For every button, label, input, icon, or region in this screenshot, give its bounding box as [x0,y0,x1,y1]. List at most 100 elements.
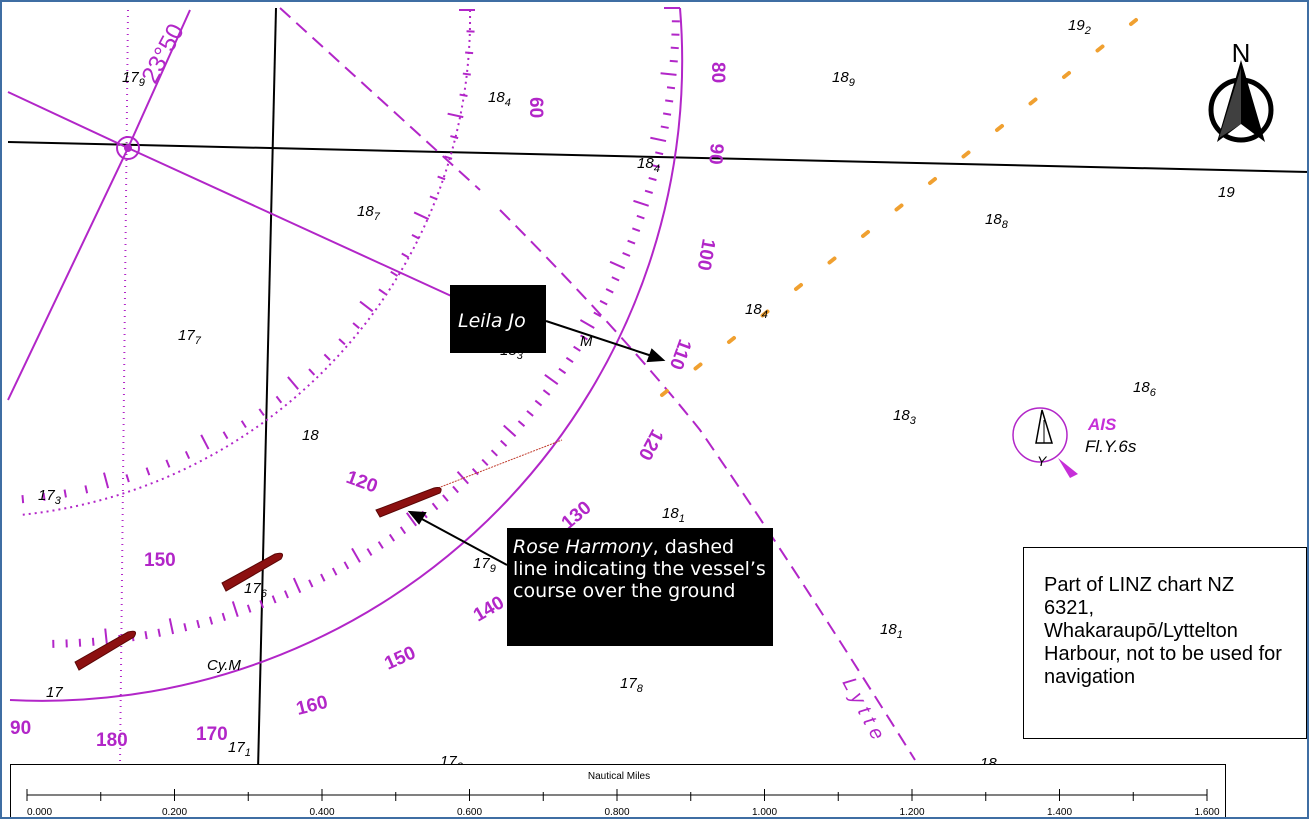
leading-lines [7,9,461,401]
sounding: 179 [473,555,496,575]
compass-tick [323,353,331,361]
compass-tick [609,260,626,270]
compass-tick [648,176,657,182]
compass-tick [246,604,252,613]
compass-tick [526,410,534,417]
sounding: 181 [880,621,903,641]
chart-source-note: Part of LINZ chart NZ 6321, Whakaraupō/L… [1023,547,1307,739]
scale-label: 1.000 [752,807,777,818]
compass-tick [611,276,620,282]
lower-label-140: 140 [470,592,508,626]
compass-tick [196,619,201,629]
track-dash [1095,44,1105,53]
compass-tick [471,468,479,476]
vessel-track-3[interactable] [74,630,136,671]
compass-label-110: 110 [665,336,695,372]
sounding: 183 [893,407,917,427]
compass-tick [91,637,95,646]
compass-tick [627,239,636,245]
compass-tick [542,389,551,396]
compass-tick [157,628,161,637]
compass-label-90: 90 [704,143,727,166]
track-dash [760,309,770,318]
course-over-ground-line [437,439,563,489]
compass-tick [359,300,374,313]
scale-label: 1.600 [1194,807,1219,818]
compass-tick [165,459,171,468]
compass-tick [168,618,175,635]
compass-tick [456,471,469,485]
compass-tick [500,439,508,447]
inner-compass-ticks [21,9,475,504]
compass-tick [271,595,277,604]
compass-tick [84,485,89,494]
dashed-limit-lines [279,7,916,761]
lower-label-180: 180 [96,730,128,751]
compass-tick [670,46,679,50]
track-dash [827,256,837,265]
compass-tick [503,424,517,437]
compass-tick [308,368,316,376]
sounding: 186 [1133,379,1157,399]
sounding: 192 [1068,17,1091,37]
scale-label: 0.200 [162,807,187,818]
compass-tick [580,334,588,341]
vessel-rose-harmony[interactable] [375,487,442,518]
compass-tick [104,628,108,645]
rose-harmony-note: , dashed line indicating the vessel’s co… [513,536,766,602]
compass-tick [240,420,247,429]
lower-label-170: 170 [196,724,228,745]
inner-compass-ring [19,9,472,516]
inner-label-120: 120 [343,467,380,498]
compass-tick [665,99,674,103]
sounding: 19 [1218,184,1235,201]
sounding: 173 [38,487,62,507]
compass-tick [632,227,641,233]
compass-tick [481,458,489,466]
compass-tick [429,195,438,201]
light-characteristic: Fl.Y.6s [1085,437,1137,456]
longitude-grid-line [257,7,277,771]
compass-tick [669,59,678,63]
sounding: 184 [637,155,660,175]
track-dash [727,336,736,344]
compass-tick [208,616,214,625]
vessel-track-2[interactable] [221,552,283,592]
compass-label-80: 80 [707,62,728,83]
compass-tick [490,449,498,457]
ais-label: AIS [1087,415,1117,434]
lower-label-90: 90 [10,718,31,739]
compass-tick [650,136,667,143]
compass-tick [144,630,148,640]
scale-title: Nautical Miles [587,771,651,782]
compass-tick [259,600,265,609]
compass-tick [579,319,595,329]
compass-tick [633,199,649,207]
compass-tick [651,164,661,169]
compass-tick [42,492,46,501]
compass-tick [544,373,559,385]
compass-tick [452,485,459,494]
compass-tick [534,399,543,407]
compass-tick [465,51,474,55]
rose-harmony-name: Rose Harmony [513,536,653,558]
scale-label: 1.400 [1047,807,1072,818]
rose-harmony-callout: Rose Harmony, dashed line indicating the… [507,528,773,646]
compass-tick [666,86,676,90]
compass-tick [593,311,602,318]
sounding: 179 [122,69,145,89]
scale-label: 0.000 [27,807,52,818]
compass-label-120: 120 [634,426,667,464]
mark-lytte: Lytte [838,674,892,749]
compass-tick [231,601,239,617]
compass-tick [437,175,446,181]
compass-tick [283,590,289,599]
track-dash [894,203,904,212]
compass-tick [450,135,459,140]
mark-m-upper: M [580,333,593,350]
compass-tick [78,638,82,647]
outer-compass-ring [9,7,684,702]
compass-tick [655,151,664,156]
sounding: 189 [832,69,855,89]
